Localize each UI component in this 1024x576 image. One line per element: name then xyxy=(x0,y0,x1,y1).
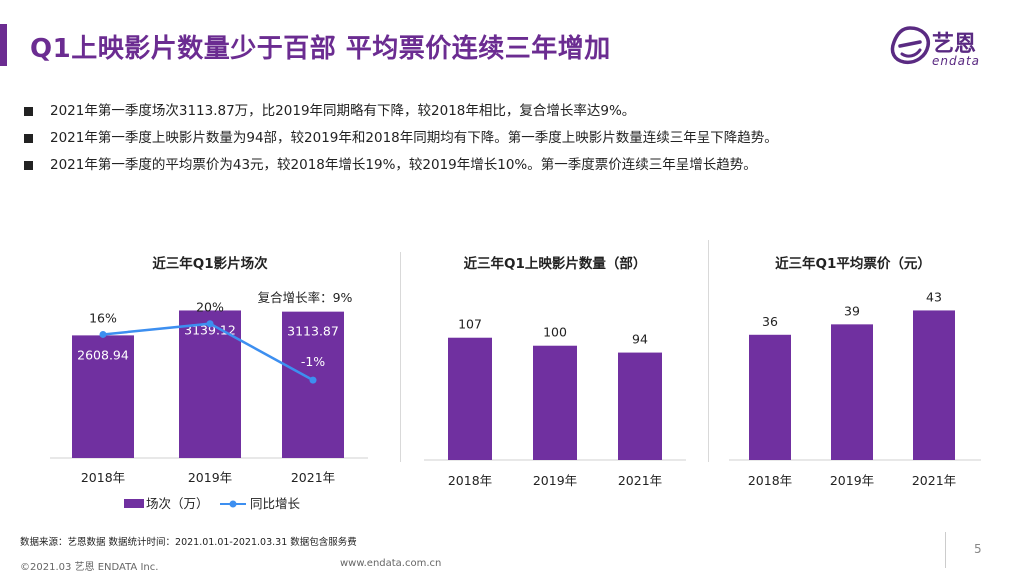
bar xyxy=(533,345,577,460)
copyright-text: ©2021.03 艺恩 ENDATA Inc. xyxy=(20,562,159,573)
bar-value-label: 2608.94 xyxy=(77,347,129,362)
bar-value-label: 94 xyxy=(632,332,648,347)
logo-cn-text: 艺恩 xyxy=(932,32,977,57)
x-tick-label: 2018年 xyxy=(448,473,492,488)
bullet-square-icon xyxy=(24,107,33,116)
website-link[interactable]: www.endata.com.cn xyxy=(340,558,442,569)
x-tick-label: 2019年 xyxy=(533,473,577,488)
bar xyxy=(913,310,955,460)
x-tick-label: 2019年 xyxy=(830,473,874,488)
film-count-chart: 近三年Q1上映影片数量（部） 107 100 94 2018年 2019年 2021年 xyxy=(424,255,686,488)
bar-value-label: 36 xyxy=(762,314,778,329)
cagr-annotation: 复合增长率：9% xyxy=(258,290,353,305)
growth-point xyxy=(206,320,214,328)
title-accent-bar xyxy=(0,24,7,66)
growth-point xyxy=(309,376,317,384)
x-tick-label: 2018年 xyxy=(748,473,792,488)
bar xyxy=(831,324,873,460)
page-title: Q1上映影片数量少于百部 平均票价连续三年增加 xyxy=(30,34,611,64)
bar xyxy=(448,337,492,460)
bullet-square-icon xyxy=(24,134,33,143)
bar-value-label: 39 xyxy=(844,303,860,318)
bullet-square-icon xyxy=(24,161,33,170)
growth-label: 16% xyxy=(89,310,117,325)
x-tick-label: 2019年 xyxy=(188,470,232,485)
bar-value-label: 107 xyxy=(458,317,482,332)
growth-point xyxy=(99,330,107,338)
summary-bullets: 2021年第一季度场次3113.87万，比2019年同期略有下降，较2018年相… xyxy=(20,98,980,179)
bar xyxy=(618,352,662,460)
x-tick-label: 2021年 xyxy=(618,473,662,488)
bar-value-label: 100 xyxy=(543,325,567,340)
bar xyxy=(282,311,344,458)
bullet-text: 2021年第一季度上映影片数量为94部，较2019年和2018年同期均有下降。第… xyxy=(50,130,778,146)
bar xyxy=(72,335,134,458)
legend-line-marker xyxy=(229,500,237,508)
logo-en-text: endata xyxy=(932,54,981,68)
bar-value-label: 3113.87 xyxy=(287,324,339,339)
x-tick-label: 2021年 xyxy=(912,473,956,488)
chart-title: 近三年Q1平均票价（元） xyxy=(775,255,931,272)
bullet-item: 2021年第一季度的平均票价为43元，较2018年增长19%，较2019年增长1… xyxy=(20,152,980,179)
growth-label: -1% xyxy=(301,354,325,369)
footer-divider xyxy=(945,532,946,568)
bullet-text: 2021年第一季度场次3113.87万，比2019年同期略有下降，较2018年相… xyxy=(50,103,636,119)
legend-bar-swatch xyxy=(124,499,144,508)
chart-title: 近三年Q1上映影片数量（部） xyxy=(464,255,647,272)
endata-logo: 艺恩 endata xyxy=(888,24,998,74)
growth-label: 20% xyxy=(196,300,224,315)
legend-line-label: 同比增长 xyxy=(250,496,301,511)
chart-divider xyxy=(400,252,401,462)
x-tick-label: 2021年 xyxy=(291,470,335,485)
page-number: 5 xyxy=(974,542,982,556)
endata-logo-icon xyxy=(890,26,931,65)
ticket-price-chart: 近三年Q1平均票价（元） 36 39 43 2018年 2019年 2021年 xyxy=(729,255,981,488)
bar-value-label: 43 xyxy=(926,289,942,304)
bullet-item: 2021年第一季度上映影片数量为94部，较2019年和2018年同期均有下降。第… xyxy=(20,125,980,152)
bar xyxy=(749,334,791,460)
chart-title: 近三年Q1影片场次 xyxy=(152,255,268,272)
chart-divider xyxy=(708,240,709,462)
bullet-text: 2021年第一季度的平均票价为43元，较2018年增长19%，较2019年增长1… xyxy=(50,157,757,173)
legend-bar-label: 场次（万） xyxy=(146,496,209,511)
bullet-item: 2021年第一季度场次3113.87万，比2019年同期略有下降，较2018年相… xyxy=(20,98,980,125)
x-tick-label: 2018年 xyxy=(81,470,125,485)
data-source-note: 数据来源：艺恩数据 数据统计时间：2021.01.01-2021.03.31 数… xyxy=(20,537,357,548)
